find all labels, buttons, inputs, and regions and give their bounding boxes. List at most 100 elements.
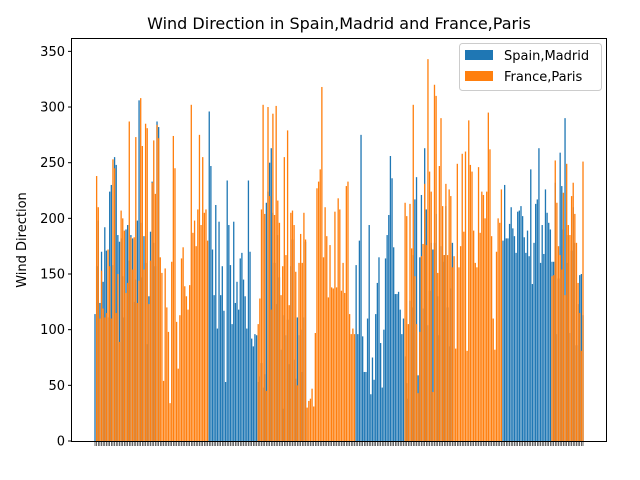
bar-spain-madrid-269: [533, 242, 535, 441]
bar-france-paris-116: [283, 157, 285, 441]
bar-spain-madrid-167: [366, 318, 369, 441]
bar-spain-madrid-105: [265, 202, 268, 441]
bar-france-paris-294: [574, 213, 576, 441]
bar-france-paris-111: [275, 105, 277, 441]
bar-france-paris-62: [195, 246, 197, 441]
bar-spain-madrid-175: [379, 343, 382, 441]
bar-spain-madrid-258: [515, 252, 517, 441]
bar-spain-madrid-164: [362, 336, 364, 441]
bar-france-paris-234: [476, 267, 478, 441]
bar-france-paris-61: [193, 220, 196, 441]
bar-france-paris-32: [146, 128, 148, 442]
bar-france-paris-18: [123, 230, 126, 441]
bar-spain-madrid-79: [223, 310, 225, 441]
bar-france-paris-229: [468, 120, 470, 441]
bar-spain-madrid-165: [363, 371, 365, 441]
bar-spain-madrid-77: [220, 295, 222, 441]
bar-france-paris-287: [562, 192, 565, 441]
bar-france-paris-107: [268, 196, 271, 441]
bar-spain-madrid-261: [520, 206, 522, 441]
bar-france-paris-213: [441, 206, 444, 441]
bar-spain-madrid-260: [518, 210, 520, 441]
bar-france-paris-149: [337, 198, 339, 441]
bar-france-paris-63: [197, 209, 199, 441]
bar-france-paris-210: [437, 272, 439, 441]
bar-france-paris-108: [270, 309, 272, 441]
bar-spain-madrid-80: [224, 382, 227, 441]
bar-france-paris-105: [265, 390, 268, 441]
bar-france-paris-204: [427, 59, 429, 442]
bar-spain-madrid-88: [237, 309, 240, 441]
bar-spain-madrid-97: [252, 346, 254, 441]
bar-france-paris-297: [579, 312, 581, 441]
bar-france-paris-217: [448, 189, 450, 441]
bar-spain-madrid-279: [549, 229, 552, 441]
bar-france-paris-115: [282, 266, 284, 441]
bar-france-paris-101: [259, 298, 261, 441]
bar-spain-madrid-170: [371, 357, 374, 441]
bar-france-paris-284: [557, 246, 560, 441]
bar-spain-madrid-276: [544, 189, 547, 441]
bar-france-paris-123: [295, 271, 297, 441]
bar-spain-madrid-257: [513, 236, 516, 441]
bar-france-paris-14: [117, 274, 119, 441]
bar-france-paris-122: [293, 225, 295, 441]
bar-france-paris-35: [151, 182, 153, 441]
bar-spain-madrid-256: [512, 228, 514, 441]
bar-france-paris-211: [438, 166, 441, 441]
bar-france-paris-128: [303, 212, 305, 441]
bar-spain-madrid-271: [536, 199, 538, 441]
bar-france-paris-224: [459, 246, 462, 441]
bar-france-paris-8: [107, 249, 109, 441]
bar-spain-madrid-13: [115, 164, 117, 441]
bar-france-paris-139: [321, 86, 323, 441]
y-tick-label-350: 350: [40, 45, 65, 60]
bar-spain-madrid-169: [370, 394, 372, 441]
bar-france-paris-121: [291, 210, 294, 441]
bar-spain-madrid-76: [218, 221, 220, 441]
bar-france-paris-7: [105, 312, 108, 441]
bar-france-paris-199: [419, 331, 421, 441]
y-axis: 0 50 100 150 200 250 300 350: [40, 45, 72, 450]
y-tick-label-150: 150: [40, 268, 65, 283]
bar-spain-madrid-15: [118, 241, 121, 441]
bar-spain-madrid-262: [521, 216, 524, 441]
bar-france-paris-244: [492, 318, 494, 441]
bar-spain-madrid-250: [502, 240, 504, 441]
bars-layer: [94, 59, 584, 442]
bar-spain-madrid-94: [247, 180, 250, 441]
bar-france-paris-42: [162, 380, 165, 441]
bar-france-paris-135: [314, 333, 316, 441]
bar-france-paris-243: [490, 236, 493, 441]
bar-spain-madrid-108: [270, 148, 272, 441]
bar-france-paris-241: [487, 112, 489, 441]
bar-france-paris-285: [559, 255, 561, 441]
bar-spain-madrid-98: [254, 334, 256, 441]
bar-france-paris-248: [499, 222, 501, 441]
bar-france-paris-131: [308, 400, 310, 441]
y-tick-label-250: 250: [40, 156, 65, 171]
bar-france-paris-126: [299, 233, 302, 441]
bar-france-paris-212: [440, 118, 442, 442]
bar-france-paris-16: [120, 210, 122, 441]
bar-france-paris-221: [455, 348, 457, 441]
bar-france-paris-155: [347, 181, 349, 442]
bar-france-paris-34: [149, 260, 152, 441]
bar-spain-madrid-180: [388, 215, 390, 441]
bar-france-paris-214: [443, 255, 445, 441]
legend-swatch-spain-madrid: [465, 50, 493, 60]
bar-spain-madrid-71: [210, 166, 212, 441]
bar-france-paris-134: [313, 406, 315, 441]
bar-france-paris-282: [554, 160, 556, 441]
bar-spain-madrid-83: [229, 265, 232, 441]
bar-france-paris-191: [406, 216, 408, 441]
bar-france-paris-50: [175, 321, 178, 441]
bar-france-paris-225: [461, 153, 463, 441]
bar-france-paris-152: [342, 262, 344, 441]
bar-france-paris-129: [304, 239, 307, 441]
bar-spain-madrid-254: [508, 223, 511, 441]
bar-france-paris-133: [311, 388, 313, 441]
bar-france-paris-124: [296, 385, 299, 441]
bar-france-paris-190: [404, 202, 406, 441]
